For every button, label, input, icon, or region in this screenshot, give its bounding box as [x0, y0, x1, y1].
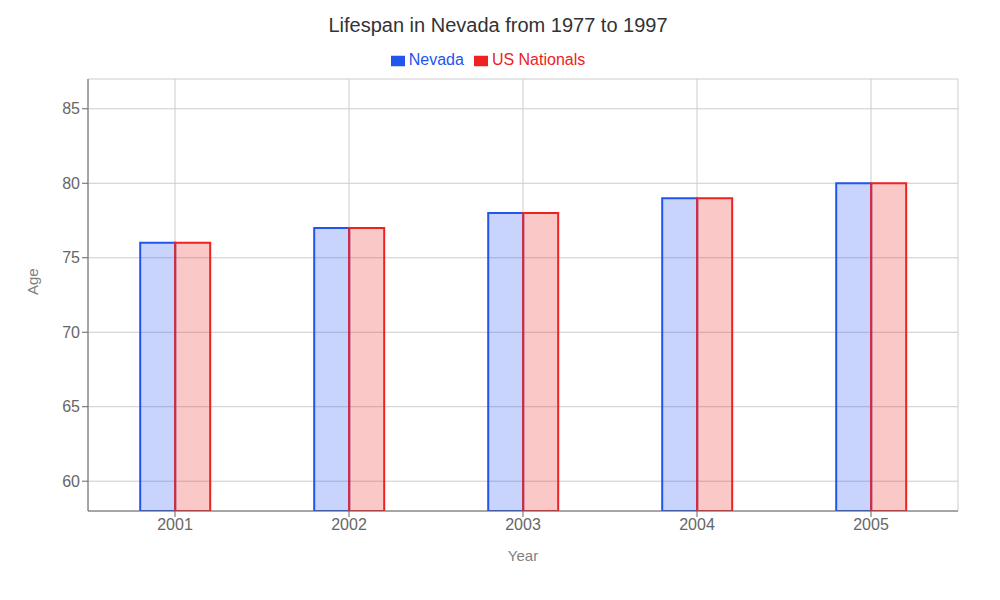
html-text:Lifespan in Nevada from 1977 t: Lifespan in Nevada from 1977 to 1997: [328, 14, 668, 36]
svg-text:2005: 2005: [853, 516, 889, 533]
html-text:US Nationals: US Nationals: [491, 51, 586, 68]
svg-text:2003: 2003: [505, 516, 541, 533]
svg-text:75: 75: [62, 249, 80, 266]
svg-text:2004: 2004: [679, 516, 715, 533]
svg-text:85: 85: [62, 100, 80, 117]
svg-text:Age: Age: [24, 268, 41, 295]
svg-text:60: 60: [62, 473, 80, 490]
svg-text:2001: 2001: [157, 516, 193, 533]
svg-text:2002: 2002: [331, 516, 367, 533]
svg-text:80: 80: [62, 175, 80, 192]
svg-text:Year: Year: [508, 547, 538, 564]
svg-text:65: 65: [62, 398, 80, 415]
html-text:Nevada: Nevada: [408, 51, 464, 68]
svg-text:70: 70: [62, 324, 80, 341]
